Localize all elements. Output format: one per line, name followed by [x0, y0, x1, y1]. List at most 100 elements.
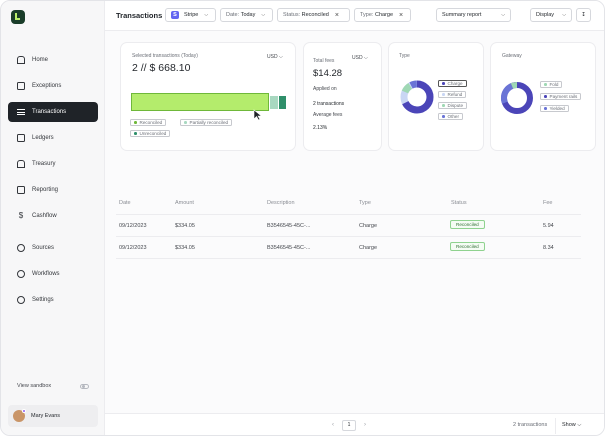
sidebar-item-ledgers[interactable]: Ledgers [8, 128, 98, 148]
column-header-description[interactable]: Description [267, 200, 295, 206]
footer-divider [555, 418, 556, 434]
cursor-pointer-icon [253, 109, 263, 121]
sidebar-item-reporting[interactable]: Reporting [8, 180, 98, 200]
sidebar-item-transactions[interactable]: Transactions [8, 102, 98, 122]
show-select[interactable]: Show ⌵ [562, 422, 582, 428]
sidebar-item-label: Reporting [32, 187, 59, 193]
download-button[interactable]: ↧ [576, 8, 591, 22]
date-filter[interactable]: Date: Today ⌵ [220, 8, 273, 22]
chevron-down-icon: ⌵ [261, 12, 266, 18]
applied-on-value: 2 transactions [313, 101, 345, 107]
app-logo[interactable] [11, 10, 25, 24]
donut-yielded[interactable] [501, 82, 533, 114]
type-card: Type Charge Refund Dispute Other [388, 42, 484, 151]
table-row[interactable]: 09/12/2023 $334.05 B3546545-45C-... Char… [116, 236, 581, 258]
user-profile[interactable]: Mary Evans [8, 405, 98, 427]
selected-summary: 2 // $ 668.10 [132, 62, 191, 74]
column-header-status[interactable]: Status [451, 200, 467, 206]
close-icon[interactable]: × [399, 11, 404, 19]
sidebar: Home Exceptions Transactions Ledgers Tre… [1, 1, 105, 435]
legend-partially-reconciled[interactable]: Partially reconciled [180, 119, 233, 126]
stripe-logo-icon: S [171, 11, 179, 19]
chevron-left-icon[interactable]: ‹ [332, 422, 334, 428]
card-label: Selected transactions (Today) [132, 53, 198, 59]
reconciled-segment[interactable] [131, 93, 269, 111]
sandbox-label: View sandbox [17, 383, 52, 389]
fees-label: Total fees [313, 58, 335, 64]
partially-reconciled-segment[interactable] [270, 96, 278, 109]
donut-fold[interactable] [501, 82, 533, 114]
sparkle-icon [17, 270, 25, 278]
page-number[interactable]: 1 [342, 420, 356, 431]
page-header: Transactions S Stripe ⌵ Date: Today ⌵ St… [105, 1, 604, 31]
sidebar-item-cashflow[interactable]: $ Cashflow [8, 206, 98, 226]
cell-date: 09/12/2023 [119, 223, 147, 229]
sidebar-item-label: Workflows [32, 271, 60, 277]
sidebar-item-exceptions[interactable]: Exceptions [8, 76, 98, 96]
legend-fold[interactable]: Fold [540, 81, 563, 88]
column-header-fee[interactable]: Fee [543, 200, 553, 206]
reconciliation-bar [131, 93, 289, 111]
legend-charge[interactable]: Charge [438, 80, 467, 87]
column-header-amount[interactable]: Amount [175, 200, 194, 206]
sidebar-item-label: Sources [32, 245, 55, 251]
status-badge: Reconciled [450, 242, 485, 251]
type-filter[interactable]: Type: Charge × [354, 8, 411, 22]
page-title: Transactions [116, 11, 163, 20]
sidebar-item-treasury[interactable]: Treasury [8, 154, 98, 174]
gateway-donut-chart [501, 82, 533, 114]
legend-reconciled[interactable]: Reconciled [130, 119, 167, 126]
cell-description: B3546545-45C-... [267, 245, 311, 251]
sidebar-item-label: Ledgers [32, 135, 54, 141]
chevron-right-icon[interactable]: › [364, 422, 366, 428]
cell-amount: $334.05 [175, 245, 195, 251]
type-label: Type [399, 53, 410, 59]
selected-transactions-card: Selected transactions (Today) USD ⌵ 2 //… [120, 42, 296, 151]
table-bottom-border [116, 258, 581, 259]
legend-refund[interactable]: Refund [438, 91, 467, 98]
legend-yielded[interactable]: Yielded [540, 105, 569, 112]
close-icon[interactable]: × [334, 11, 339, 19]
legend-dispute[interactable]: Dispute [438, 102, 468, 109]
sidebar-item-label: Cashflow [32, 213, 57, 219]
sidebar-item-label: Exceptions [32, 83, 62, 89]
donut-charge[interactable] [400, 80, 434, 114]
cell-amount: $334.05 [175, 223, 195, 229]
chevron-down-icon: ⌵ [562, 12, 566, 18]
gateway-label: Gateway [502, 53, 522, 59]
source-filter[interactable]: S Stripe ⌵ [165, 8, 216, 22]
sidebar-item-label: Transactions [32, 109, 67, 115]
legend-unreconciled[interactable]: Unreconciled [130, 130, 171, 137]
summary-report-button[interactable]: Summary report ⌵ [436, 8, 511, 22]
legend-other[interactable]: Other [438, 113, 463, 120]
sidebar-item-home[interactable]: Home [8, 50, 98, 70]
fees-amount: $14.28 [313, 68, 343, 79]
table-row[interactable]: 09/12/2023 $334.05 B3546545-45C-... Char… [116, 214, 581, 236]
chevron-down-icon: ⌵ [501, 12, 505, 18]
avatar [13, 409, 26, 422]
sidebar-item-workflows[interactable]: Workflows [8, 264, 98, 284]
average-fees-value: 2.13% [313, 125, 328, 131]
display-button[interactable]: Display ⌵ [530, 8, 572, 22]
column-header-type[interactable]: Type [359, 200, 371, 206]
legend-payment-rails[interactable]: Payment rails [540, 93, 582, 100]
status-filter[interactable]: Status: Reconciled × [277, 8, 350, 22]
currency-select[interactable]: USD ⌵ [267, 54, 283, 60]
inbox-icon [17, 82, 25, 90]
list-icon [17, 109, 25, 115]
column-header-date[interactable]: Date [119, 200, 131, 206]
sidebar-item-label: Treasury [32, 161, 56, 167]
applied-on-label: Applied on [313, 86, 337, 92]
sandbox-toggle-row: View sandbox [17, 383, 89, 389]
download-icon: ↧ [581, 12, 586, 18]
sidebar-item-settings[interactable]: Settings [8, 290, 98, 310]
cell-type: Charge [359, 245, 378, 251]
home-icon [17, 56, 25, 64]
unreconciled-segment[interactable] [279, 96, 286, 109]
sidebar-item-sources[interactable]: Sources [8, 238, 98, 258]
table-footer: ‹ 1 › 2 transactions Show ⌵ [105, 413, 604, 435]
dollar-icon: $ [18, 211, 24, 220]
sandbox-toggle[interactable] [80, 383, 89, 389]
average-fees-label: Average fees [313, 112, 343, 118]
currency-select[interactable]: USD ⌵ [352, 55, 368, 61]
